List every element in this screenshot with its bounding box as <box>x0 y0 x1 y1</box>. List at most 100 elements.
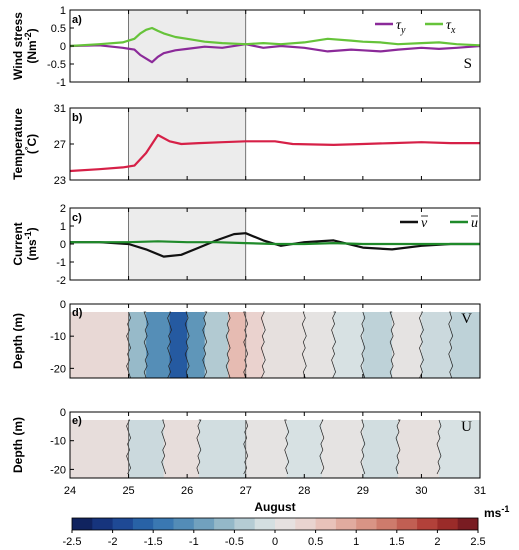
heatmap-cell <box>245 420 288 478</box>
contour-line <box>395 419 401 475</box>
y-tick-label: 31 <box>54 103 66 115</box>
contour-line <box>419 311 424 379</box>
x-tick-label: 28 <box>298 485 310 497</box>
panel-d: 0 -10 -20 d) V Depth (m) <box>11 299 481 379</box>
x-axis-label: August <box>254 500 295 514</box>
x-tick-label: 25 <box>122 485 134 497</box>
y-tick-label: 2 <box>60 203 66 215</box>
heatmap-cell <box>128 420 165 478</box>
y-tick-label: 0 <box>60 239 66 251</box>
colorbar-segment <box>254 518 276 530</box>
y-tick-label: -1 <box>56 77 66 89</box>
contour-line <box>196 419 202 475</box>
heatmap-cell <box>204 312 229 378</box>
colorbar-segment <box>275 518 296 530</box>
heatmap-cell <box>392 312 422 378</box>
contour-line <box>126 419 131 475</box>
colorbar-tick-label: -2 <box>108 536 118 548</box>
colorbar-segment <box>92 518 113 530</box>
x-tick-label: 27 <box>240 485 252 497</box>
heatmap-cell <box>286 420 323 478</box>
panel-b: 23 27 31 b) Temperature(°C) <box>11 103 481 187</box>
contour-line <box>360 419 366 475</box>
heatmap-cell <box>245 312 264 378</box>
y-tick-label: -0.5 <box>47 59 66 71</box>
y-axis-label: Current(ms-1) <box>11 222 39 265</box>
legend-label: τx <box>446 18 456 36</box>
contour-line <box>448 311 454 379</box>
colorbar-segment <box>417 518 438 530</box>
contour-line <box>143 311 149 379</box>
y-axis-label: Wind stress(Nm-2) <box>11 12 39 80</box>
heatmap-cell <box>304 312 335 378</box>
heatmap-cell <box>228 312 247 378</box>
contour-line <box>184 311 190 379</box>
colorbar-segment <box>173 518 195 530</box>
series-line-y <box>69 43 481 64</box>
panel-annotation: S <box>464 56 472 72</box>
heatmap-cell <box>263 312 305 378</box>
y-tick-label: 0.5 <box>51 23 66 35</box>
contour-line <box>360 311 366 379</box>
colorbar-tick-label: -1.5 <box>144 536 163 548</box>
heatmap-cell <box>146 312 171 378</box>
colorbar-segment <box>437 518 459 530</box>
y-axis-label: Depth (m) <box>11 417 25 473</box>
colorbar-tick-label: -2.5 <box>63 536 82 548</box>
contour-line <box>161 419 167 475</box>
y-tick-label: 1 <box>60 221 66 233</box>
y-tick-label: -1 <box>56 257 66 269</box>
colorbar-segment <box>457 518 479 530</box>
shaded-window <box>128 208 246 280</box>
colorbar-segment <box>153 518 174 530</box>
panel-e: 0 -10 -20 e) U Depth (m) <box>11 407 481 479</box>
contour-line <box>126 311 131 379</box>
series-line-x <box>69 26 481 48</box>
series-line-temperature <box>69 133 480 173</box>
contour-line <box>301 311 307 379</box>
heatmap-cell <box>187 312 206 378</box>
series-line-u <box>70 240 480 246</box>
contour-line <box>167 311 172 379</box>
y-tick-label: -10 <box>50 331 66 343</box>
panel-c: -2 -1 0 1 2 c) Current(ms-1) v u <box>11 203 481 287</box>
contour-line <box>389 311 395 379</box>
heatmap-cell <box>169 312 188 378</box>
colorbar-segment <box>335 518 357 530</box>
panel-label: d) <box>72 307 83 319</box>
colorbar-segment <box>396 518 418 530</box>
contour-line <box>260 311 266 379</box>
colorbar-tick-label: -1 <box>189 536 199 548</box>
heatmap-cell <box>362 312 393 378</box>
contour-line <box>436 419 442 475</box>
colorbar-segment <box>234 518 256 530</box>
x-tick-label: 31 <box>474 485 486 497</box>
heatmap-cell <box>70 312 130 378</box>
colorbar-tick-label: 2.5 <box>470 536 485 548</box>
heatmap-cell <box>450 312 481 378</box>
x-tick-label: 30 <box>415 485 427 497</box>
contour-line <box>284 419 290 475</box>
contour-line <box>331 311 337 379</box>
heatmap-cell <box>333 312 364 378</box>
colorbar-tick-label: 1.5 <box>389 536 404 548</box>
y-axis-label: Temperature(°C) <box>11 108 39 180</box>
y-tick-label: 0 <box>60 41 66 53</box>
x-tick-label: 24 <box>64 485 76 497</box>
series-line-v <box>70 232 480 258</box>
panel-annotation: U <box>461 419 472 435</box>
colorbar-tick-label: 1 <box>353 536 359 548</box>
contour-line <box>202 311 208 379</box>
colorbar-segment <box>295 518 316 530</box>
colorbar-segment <box>356 518 377 530</box>
contour-line <box>225 311 231 379</box>
panel-label: e) <box>72 415 82 427</box>
heatmap-cell <box>70 420 130 478</box>
colorbar-tick-label: -0.5 <box>225 536 244 548</box>
panel-annotation: V <box>461 311 472 327</box>
y-tick-label: 0 <box>60 299 66 311</box>
colorbar-segment <box>72 518 93 530</box>
colorbar-segment <box>112 518 134 530</box>
axes-box <box>69 303 481 379</box>
